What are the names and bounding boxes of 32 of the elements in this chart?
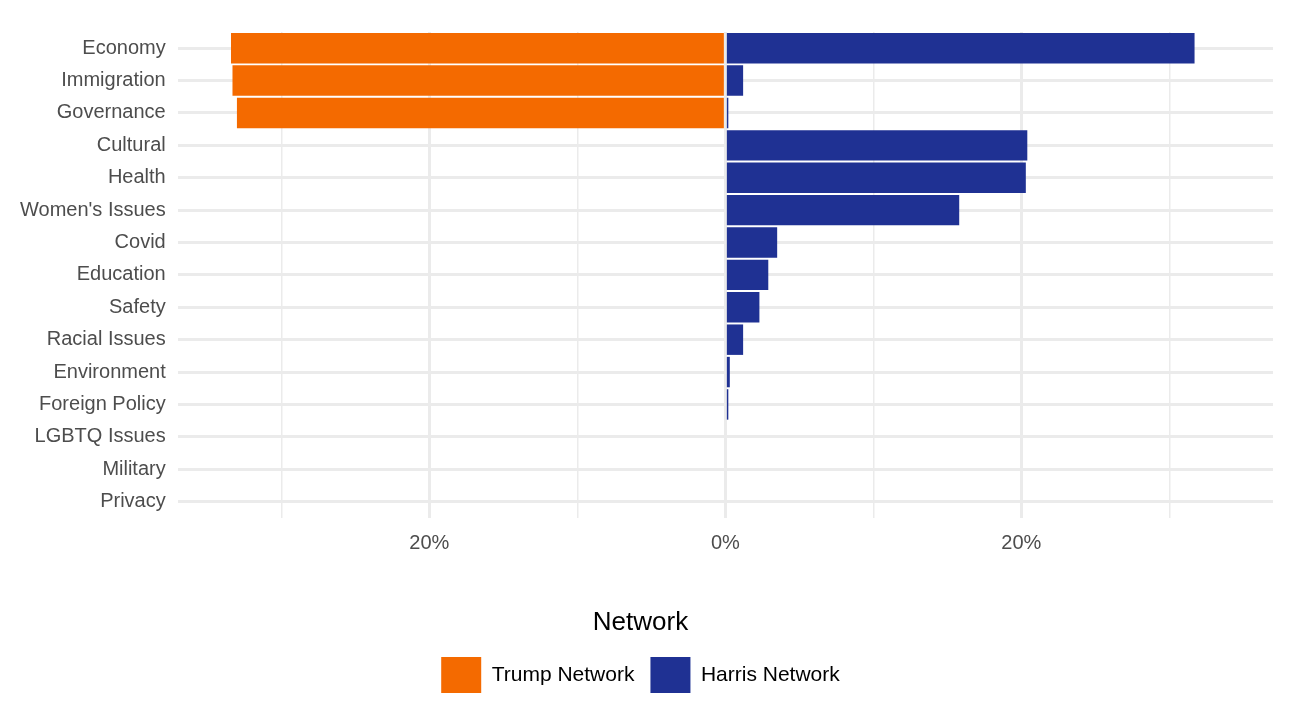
bar <box>726 65 744 96</box>
y-tick-label: Health <box>107 165 166 188</box>
x-tick-label: 20% <box>1001 531 1042 554</box>
x-tick-label: 0% <box>710 531 741 554</box>
y-tick-label: Foreign Policy <box>39 391 166 414</box>
y-tick-label: Privacy <box>100 489 166 512</box>
bar <box>726 32 1195 64</box>
y-tick-label: Economy <box>82 35 166 58</box>
y-tick-label: Environment <box>53 359 167 382</box>
y-tick-label: Cultural <box>96 132 166 155</box>
legend-title: Network <box>592 605 690 636</box>
x-tick-label: 20% <box>409 531 450 554</box>
y-tick-label: Safety <box>109 294 166 317</box>
bar <box>726 130 1028 161</box>
bar <box>726 356 730 388</box>
legend-label: Trump Network <box>491 661 635 685</box>
y-tick-label: LGBTQ Issues <box>34 424 166 447</box>
y-tick-label: Women's Issues <box>19 197 166 220</box>
bar <box>726 259 769 291</box>
bar <box>726 194 960 226</box>
y-tick-label: Immigration <box>61 68 166 91</box>
y-tick-label: Education <box>76 262 166 285</box>
y-tick-label: Covid <box>114 230 166 253</box>
y-tick-label: Racial Issues <box>46 327 166 350</box>
bar <box>232 65 724 96</box>
y-tick-label: Governance <box>56 100 166 123</box>
bar <box>236 97 724 129</box>
y-tick-label: Military <box>102 456 166 479</box>
legend-label: Harris Network <box>700 661 841 685</box>
bar <box>726 227 778 258</box>
bar <box>231 32 724 64</box>
bar <box>726 162 1026 193</box>
